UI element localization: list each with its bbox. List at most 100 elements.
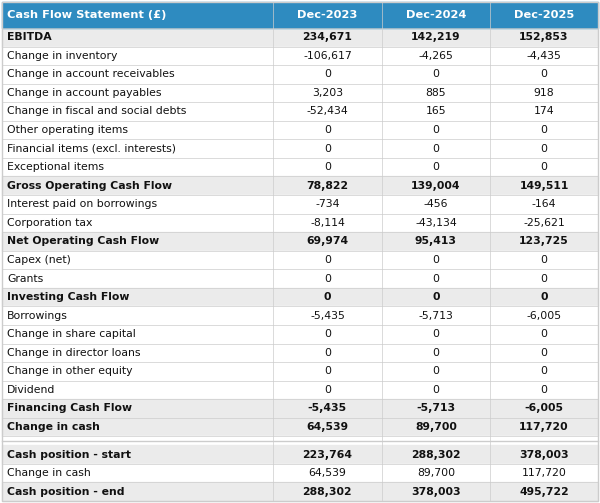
Text: -8,114: -8,114 (310, 218, 345, 228)
Bar (2, 445, 598, 464)
Text: 288,302: 288,302 (302, 487, 352, 497)
Text: 152,853: 152,853 (520, 32, 569, 42)
Text: Interest paid on borrowings: Interest paid on borrowings (7, 199, 157, 209)
Text: 918: 918 (534, 88, 554, 98)
Bar (2, 121, 598, 139)
Text: 0: 0 (324, 162, 331, 172)
Text: Investing Cash Flow: Investing Cash Flow (7, 292, 130, 302)
Text: 64,539: 64,539 (308, 468, 346, 478)
Text: Dividend: Dividend (7, 385, 55, 395)
Text: 117,720: 117,720 (519, 422, 569, 432)
Bar (2, 46, 598, 65)
Text: 495,722: 495,722 (519, 487, 569, 497)
Text: 0: 0 (433, 348, 439, 358)
Text: 0: 0 (324, 255, 331, 265)
Bar (2, 464, 598, 482)
Text: 142,219: 142,219 (411, 32, 461, 42)
Text: Change in account receivables: Change in account receivables (7, 69, 175, 79)
Text: Change in fiscal and social debts: Change in fiscal and social debts (7, 107, 187, 117)
Bar (2, 250, 598, 269)
Text: 0: 0 (324, 329, 331, 339)
Text: 0: 0 (324, 125, 331, 135)
Text: 69,974: 69,974 (307, 236, 349, 246)
Bar (2, 288, 598, 306)
Bar (2, 214, 598, 232)
Text: 0: 0 (541, 348, 548, 358)
Text: Change in cash: Change in cash (7, 468, 91, 478)
Text: 3,203: 3,203 (312, 88, 343, 98)
Text: 0: 0 (433, 125, 439, 135)
Text: 0: 0 (324, 385, 331, 395)
Bar (2, 232, 598, 250)
Bar (2, 195, 598, 214)
Text: 0: 0 (541, 292, 548, 302)
Text: -6,005: -6,005 (526, 311, 562, 321)
Text: -4,265: -4,265 (418, 51, 454, 61)
Text: Change in inventory: Change in inventory (7, 51, 118, 61)
Text: 0: 0 (541, 255, 548, 265)
Text: 0: 0 (323, 292, 331, 302)
Text: Change in director loans: Change in director loans (7, 348, 140, 358)
Text: 95,413: 95,413 (415, 236, 457, 246)
Text: 0: 0 (324, 366, 331, 376)
Text: -5,713: -5,713 (418, 311, 454, 321)
Text: -456: -456 (424, 199, 448, 209)
Text: 234,671: 234,671 (302, 32, 352, 42)
Text: 78,822: 78,822 (307, 181, 349, 191)
Text: 0: 0 (432, 292, 440, 302)
Bar (2, 83, 598, 102)
Text: Borrowings: Borrowings (7, 311, 68, 321)
Text: -734: -734 (315, 199, 340, 209)
Text: Grants: Grants (7, 274, 43, 284)
Text: 0: 0 (541, 366, 548, 376)
Text: 174: 174 (534, 107, 554, 117)
Text: 0: 0 (433, 69, 439, 79)
Text: 0: 0 (433, 274, 439, 284)
Text: 885: 885 (425, 88, 446, 98)
Text: 0: 0 (433, 255, 439, 265)
Bar (2, 177, 598, 195)
Text: 0: 0 (433, 162, 439, 172)
Text: 0: 0 (433, 329, 439, 339)
Bar (2, 381, 598, 399)
Text: 0: 0 (541, 274, 548, 284)
Text: 0: 0 (541, 125, 548, 135)
Text: Change in cash: Change in cash (7, 422, 100, 432)
Text: 0: 0 (541, 329, 548, 339)
Text: -25,621: -25,621 (523, 218, 565, 228)
Text: Change in share capital: Change in share capital (7, 329, 136, 339)
Bar (2, 344, 598, 362)
Text: -5,713: -5,713 (416, 403, 455, 413)
Text: Cash position - start: Cash position - start (7, 450, 131, 460)
Bar (2, 2, 598, 28)
Text: -43,134: -43,134 (415, 218, 457, 228)
Text: -6,005: -6,005 (524, 403, 563, 413)
Text: 139,004: 139,004 (411, 181, 461, 191)
Text: 378,003: 378,003 (411, 487, 461, 497)
Text: 223,764: 223,764 (302, 450, 352, 460)
Text: Exceptional items: Exceptional items (7, 162, 104, 172)
Bar (2, 139, 598, 158)
Text: 0: 0 (324, 348, 331, 358)
Text: -164: -164 (532, 199, 556, 209)
Text: 378,003: 378,003 (519, 450, 569, 460)
Bar (2, 482, 598, 501)
Bar (2, 436, 598, 445)
Text: 123,725: 123,725 (519, 236, 569, 246)
Text: -106,617: -106,617 (303, 51, 352, 61)
Bar (2, 158, 598, 177)
Text: Change in other equity: Change in other equity (7, 366, 133, 376)
Text: 0: 0 (324, 143, 331, 153)
Bar (2, 65, 598, 83)
Text: 0: 0 (541, 385, 548, 395)
Text: 64,539: 64,539 (307, 422, 349, 432)
Text: Financial items (excl. interests): Financial items (excl. interests) (7, 143, 176, 153)
Bar (2, 102, 598, 121)
Text: -4,435: -4,435 (527, 51, 562, 61)
Bar (2, 418, 598, 436)
Text: Financing Cash Flow: Financing Cash Flow (7, 403, 132, 413)
Text: Capex (net): Capex (net) (7, 255, 71, 265)
Text: 0: 0 (433, 143, 439, 153)
Text: 149,511: 149,511 (520, 181, 569, 191)
Text: 0: 0 (541, 162, 548, 172)
